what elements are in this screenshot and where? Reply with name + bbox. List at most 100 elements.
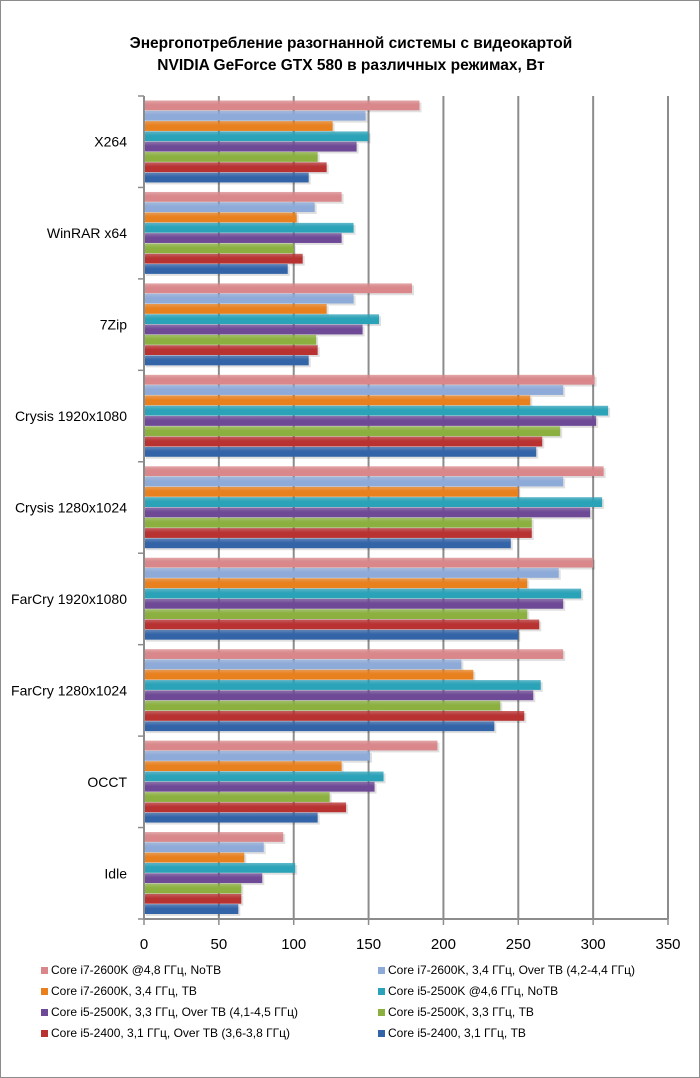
bar — [144, 904, 239, 914]
bar — [144, 131, 369, 142]
bar — [144, 517, 532, 528]
bar — [144, 152, 318, 162]
legend-swatch — [378, 1029, 385, 1037]
legend-item: Core i7-2600K, 3,4 ГГц, TB — [41, 984, 378, 998]
bar — [144, 568, 559, 578]
category-label: Crysis 1920x1080 — [15, 408, 127, 424]
bar — [144, 740, 438, 751]
legend-label: Core i7-2600K, 3,4 ГГц, Over TB (4,2-4,4… — [388, 963, 635, 977]
legend-label: Core i5-2500K @4,6 ГГц, NoTB — [388, 984, 559, 998]
bar — [144, 578, 528, 589]
bar — [144, 395, 531, 406]
legend-swatch — [378, 966, 385, 974]
legend-item: Core i5-2500K @4,6 ГГц, NoTB — [378, 984, 678, 998]
legend-label: Core i5-2400, 3,1 ГГц, Over TB (3,6-3,8 … — [51, 1026, 290, 1040]
bar — [144, 446, 537, 457]
legend-label: Core i5-2400, 3,1 ГГц, TB — [388, 1026, 526, 1040]
bar — [144, 629, 519, 640]
category-label: 7Zip — [100, 317, 127, 333]
bar — [144, 476, 564, 487]
bar — [144, 711, 525, 721]
bar — [144, 557, 594, 568]
x-tick-label: 350 — [655, 936, 680, 953]
bar — [144, 771, 384, 782]
bar — [144, 598, 564, 609]
chart-title-line-2: NVIDIA GeForce GTX 580 в различных режим… — [157, 57, 545, 74]
bar — [144, 293, 354, 304]
bar — [144, 528, 532, 538]
bar — [144, 222, 354, 233]
bar — [144, 659, 462, 670]
plot-area: 0 50 100 150 200 250 300 350 X264 WinRAR x64 7Zip C… — [11, 95, 681, 953]
legend-item: Core i5-2400, 3,1 ГГц, TB — [378, 1026, 678, 1040]
bar — [144, 304, 327, 314]
bar — [144, 761, 342, 772]
bar — [144, 842, 264, 853]
legend-swatch — [378, 987, 385, 995]
bar — [144, 721, 495, 732]
bar — [144, 374, 595, 385]
bar — [144, 486, 519, 497]
bar — [144, 852, 245, 863]
x-tick-label: 300 — [581, 936, 606, 953]
bar — [144, 253, 303, 264]
bar — [144, 233, 342, 243]
category-label: FarCry 1280x1024 — [11, 682, 127, 698]
bar — [144, 649, 564, 659]
bar — [144, 191, 342, 202]
legend-swatch — [41, 966, 48, 974]
bar — [144, 873, 263, 884]
bar — [144, 405, 609, 416]
legend-label: Core i7-2600K, 3,4 ГГц, TB — [51, 984, 197, 998]
bar — [144, 832, 284, 842]
bar — [144, 334, 317, 345]
legend-label: Core i5-2500K, 3,3 ГГц, TB — [388, 1005, 534, 1019]
bar — [144, 690, 534, 701]
bar — [144, 212, 297, 223]
legend-label: Core i7-2600K @4,8 ГГц, NoTB — [51, 963, 222, 977]
bar — [144, 355, 309, 366]
bar — [144, 283, 412, 294]
bar — [144, 497, 603, 507]
bar — [144, 750, 371, 761]
bar — [144, 507, 591, 518]
bar — [144, 264, 288, 274]
x-tick-label: 50 — [211, 936, 228, 953]
legend-swatch — [41, 1029, 48, 1037]
category-label: Idle — [104, 865, 127, 881]
bar — [144, 883, 242, 894]
x-tick-label: 250 — [506, 936, 531, 953]
x-tick-label: 100 — [281, 936, 306, 953]
bar — [144, 202, 315, 213]
bar — [144, 862, 296, 873]
bar — [144, 802, 347, 813]
category-label: WinRAR x64 — [47, 225, 127, 241]
bar — [144, 588, 582, 599]
bar — [144, 314, 380, 325]
bar — [144, 324, 363, 335]
legend-item: Core i5-2500K, 3,3 ГГц, Over TB (4,1-4,5… — [41, 1005, 378, 1019]
legend-swatch — [41, 1008, 48, 1016]
bar — [144, 669, 474, 680]
legend-label: Core i5-2500K, 3,3 ГГц, Over TB (4,1-4,5… — [51, 1005, 298, 1019]
legend: Core i7-2600K @4,8 ГГц, NoTB Core i7-2600… — [41, 963, 681, 1040]
x-tick-label: 200 — [431, 936, 456, 953]
bar — [144, 781, 375, 792]
bar — [144, 893, 242, 904]
bar — [144, 466, 604, 477]
bar — [144, 436, 543, 447]
legend-swatch — [378, 1008, 385, 1016]
x-tick-label: 0 — [140, 936, 148, 953]
bar — [144, 385, 564, 395]
legend-swatch — [41, 987, 48, 995]
bar — [144, 141, 357, 152]
bar — [144, 121, 333, 131]
bar — [144, 792, 330, 802]
bar — [144, 345, 318, 356]
category-label: Crysis 1280x1024 — [15, 500, 127, 516]
bar — [144, 426, 561, 437]
x-tick-label: 150 — [356, 936, 381, 953]
category-label: X264 — [94, 134, 127, 150]
bar — [144, 538, 511, 549]
